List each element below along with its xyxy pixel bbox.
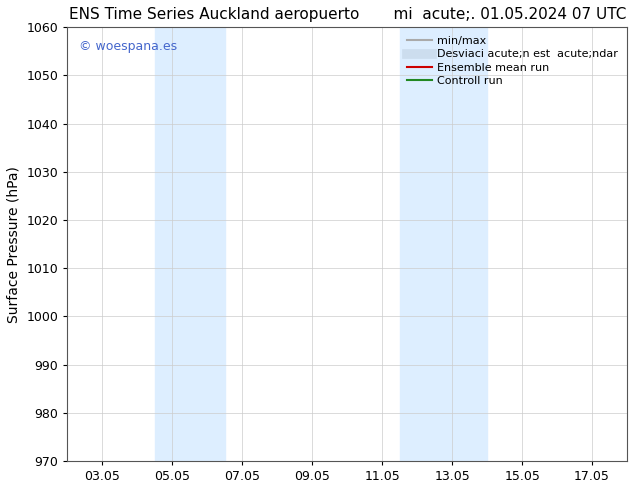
Y-axis label: Surface Pressure (hPa): Surface Pressure (hPa) bbox=[7, 166, 21, 322]
Legend: min/max, Desviaci acute;n est  acute;ndar, Ensemble mean run, Controll run: min/max, Desviaci acute;n est acute;ndar… bbox=[404, 33, 621, 90]
Bar bbox=[399, 27, 487, 461]
Bar bbox=[155, 27, 225, 461]
Text: © woespana.es: © woespana.es bbox=[79, 40, 177, 53]
Title: ENS Time Series Auckland aeropuerto       mi  acute;. 01.05.2024 07 UTC: ENS Time Series Auckland aeropuerto mi a… bbox=[68, 7, 626, 22]
